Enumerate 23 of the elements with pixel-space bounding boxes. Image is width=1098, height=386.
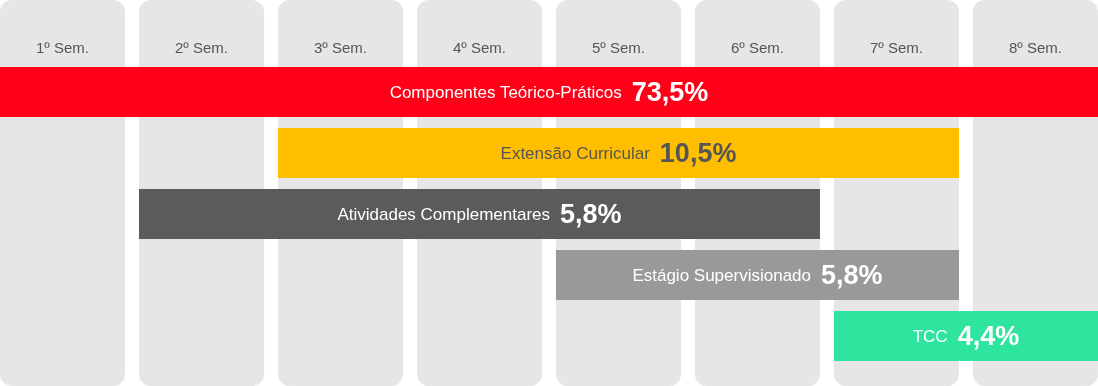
x-tick-label: 6º Sem. (730, 39, 784, 56)
y-tick-label: Extensão Curricular (500, 143, 651, 163)
x-tick-label: 3º Sem. (314, 39, 368, 56)
x-tick-label: 8º Sem. (1008, 39, 1062, 56)
y-tick-label: Componentes Teórico-Práticos (389, 82, 622, 102)
bar (555, 250, 960, 300)
annotation: 5,8% (821, 260, 883, 290)
annotation: 73,5% (631, 77, 709, 107)
bar (0, 67, 1098, 117)
annotation: 10,5% (659, 138, 737, 168)
y-tick-label: Atividades Complementares (337, 204, 551, 224)
annotation: 4,4% (957, 321, 1020, 351)
bar (138, 189, 821, 239)
y-tick-label: TCC (912, 326, 948, 346)
annotation: 5,8% (560, 199, 622, 229)
x-tick-label: 7º Sem. (869, 39, 923, 56)
y-tick-label: Estágio Supervisionado (632, 265, 812, 285)
bar (277, 128, 960, 178)
x-tick-label: 2º Sem. (175, 39, 229, 56)
x-tick-label: 4º Sem. (453, 39, 507, 56)
bar (833, 311, 1098, 361)
x-tick-label: 5º Sem. (591, 39, 645, 56)
x-tick-label: 1º Sem. (36, 39, 90, 56)
